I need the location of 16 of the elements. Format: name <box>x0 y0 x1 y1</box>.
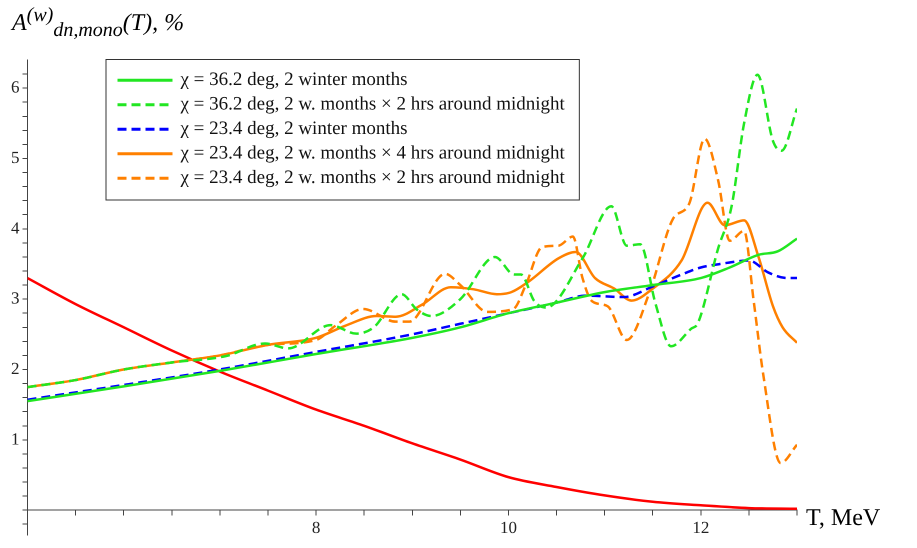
legend-label: χ = 36.2 deg, 2 winter months <box>180 69 408 90</box>
legend-label: χ = 23.4 deg, 2 w. months × 4 hrs around midnight <box>180 142 566 164</box>
x-tick-label: 10 <box>500 518 517 537</box>
legend-label: χ = 36.2 deg, 2 w. months × 2 hrs around midnight <box>180 94 566 115</box>
y-tick-label: 5 <box>11 148 20 167</box>
x-axis-title: T, MeV <box>806 505 880 532</box>
legend-label: χ = 23.4 deg, 2 w. months × 2 hrs around midnight <box>180 167 566 188</box>
x-tick-label: 12 <box>692 518 710 537</box>
y-tick-label: 1 <box>11 429 20 448</box>
y-axis-title: A$^{(w)}$$_{dn,mono}$(T), % <box>12 4 184 42</box>
y-tick-label: 3 <box>11 288 20 308</box>
x-tick-label: 8 <box>312 518 320 537</box>
legend-label: χ = 23.4 deg, 2 winter months <box>180 118 408 140</box>
y-tick-label: 4 <box>11 218 20 238</box>
y-tick-label: 2 <box>11 358 20 378</box>
y-tick-label: 6 <box>11 78 20 97</box>
